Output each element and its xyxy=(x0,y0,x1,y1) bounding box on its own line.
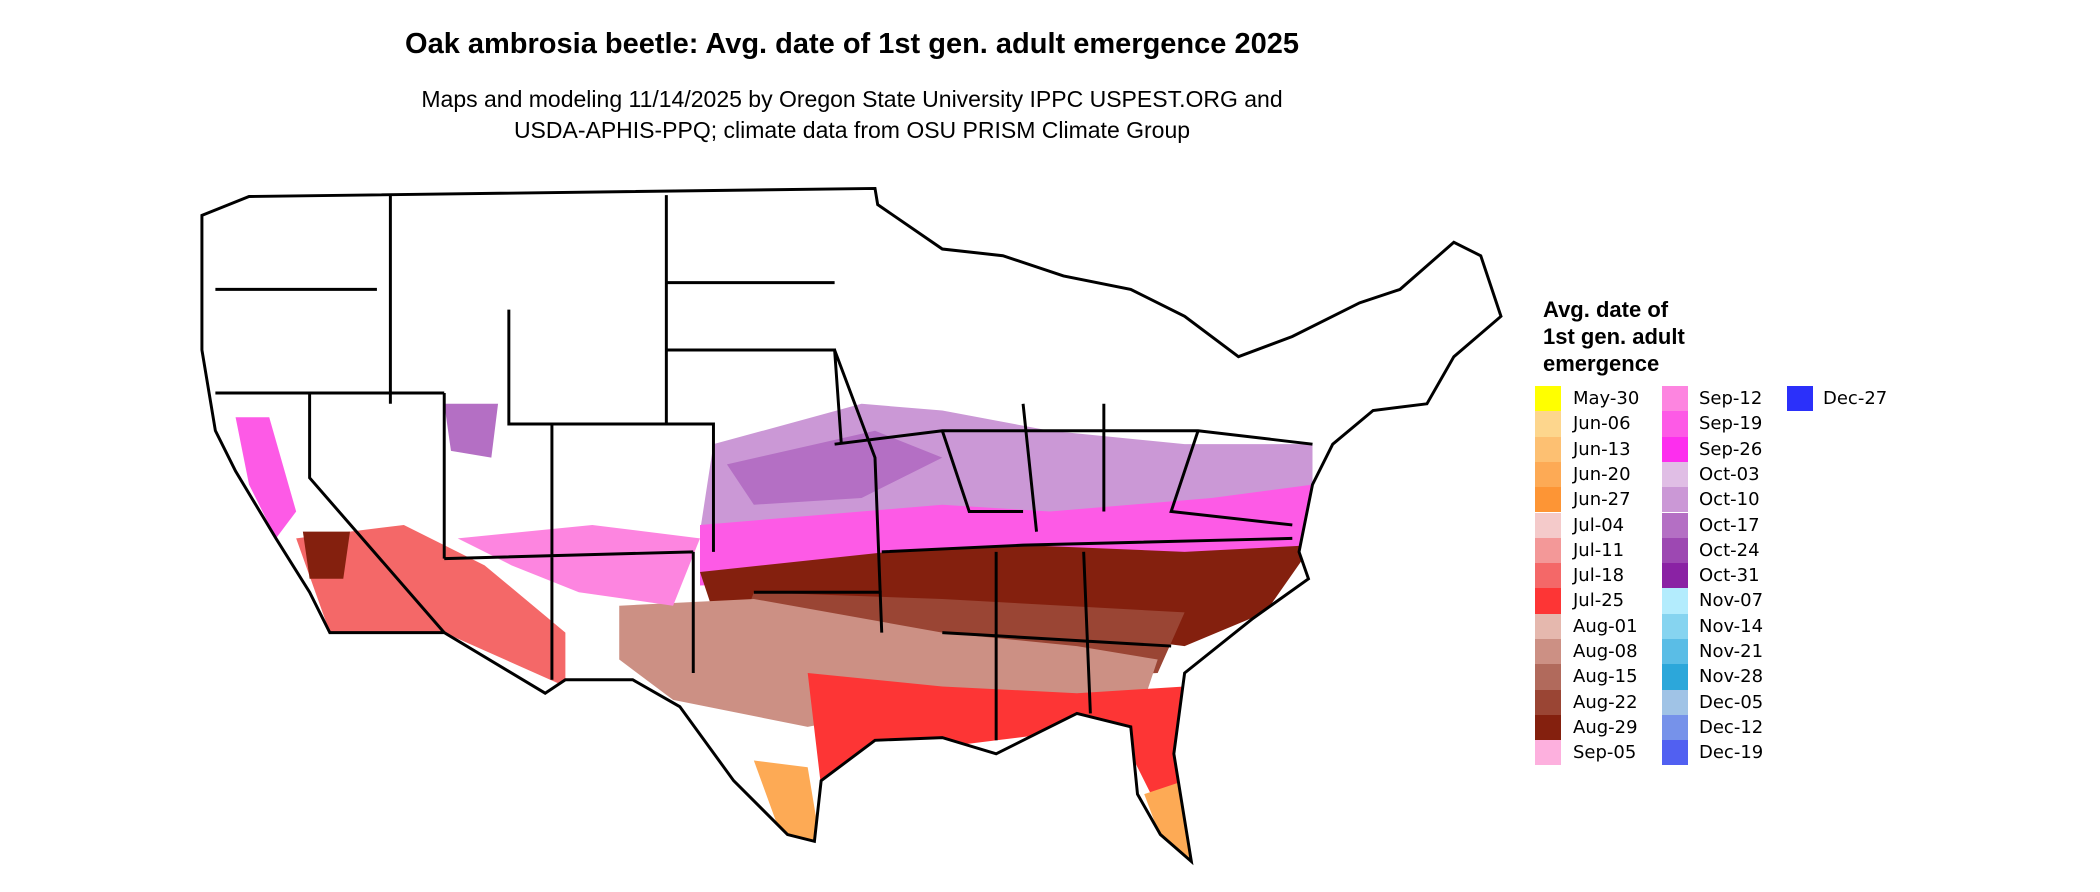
legend-label: Nov-21 xyxy=(1699,641,1764,662)
legend-label: Aug-29 xyxy=(1573,716,1638,738)
legend-swatch xyxy=(1662,714,1688,741)
legend-swatch xyxy=(1662,740,1688,766)
legend-label: Sep-05 xyxy=(1573,742,1637,764)
legend-swatch xyxy=(1535,740,1561,766)
legend-swatch xyxy=(1662,639,1688,665)
legend-swatch xyxy=(1662,411,1688,437)
legend-label: Oct-03 xyxy=(1699,463,1760,485)
legend-swatch xyxy=(1535,588,1561,614)
legend-swatch xyxy=(1535,639,1561,665)
legend-swatch xyxy=(1662,664,1688,690)
legend-label: Aug-22 xyxy=(1573,691,1638,713)
legend-label: Jun-06 xyxy=(1573,413,1631,435)
map-subtitle-line-1: Maps and modeling 11/14/2025 by Oregon S… xyxy=(421,86,1283,112)
legend-swatch xyxy=(1662,563,1688,589)
legend-swatch xyxy=(1535,664,1561,690)
legend-swatch xyxy=(1535,563,1561,589)
zone-oct-late xyxy=(726,430,943,505)
legend-label: Aug-01 xyxy=(1573,615,1638,637)
legend-title-line: 1st gen. adult xyxy=(1543,324,1685,349)
legend-swatch xyxy=(1535,411,1561,437)
legend-label: Oct-24 xyxy=(1699,539,1760,561)
legend-swatch xyxy=(1662,461,1688,488)
legend-label: Aug-15 xyxy=(1573,666,1638,688)
legend-swatch xyxy=(1662,436,1688,462)
legend-label: Oct-10 xyxy=(1699,489,1760,511)
legend-label: Jul-11 xyxy=(1573,539,1625,561)
legend-label: Dec-12 xyxy=(1699,716,1764,738)
legend-label: Oct-17 xyxy=(1699,514,1760,536)
legend-label: May-30 xyxy=(1573,388,1640,409)
legend-swatch xyxy=(1535,487,1561,513)
legend-label: Sep-26 xyxy=(1699,438,1763,460)
map-title: Oak ambrosia beetle: Avg. date of 1st ge… xyxy=(405,28,1299,60)
zone-sw-pink xyxy=(457,524,700,606)
state-borders xyxy=(200,186,1503,866)
legend-label: Jun-20 xyxy=(1573,463,1631,485)
legend-swatch xyxy=(1662,588,1688,614)
legend-title-line: Avg. date of xyxy=(1543,297,1669,322)
zone-jun-tx xyxy=(753,760,822,848)
legend-title-line: emergence xyxy=(1543,351,1660,376)
zone-west-purple xyxy=(444,403,499,458)
legend-label: Jul-25 xyxy=(1573,590,1625,612)
legend-swatch xyxy=(1662,487,1688,513)
legend-swatch xyxy=(1662,512,1688,538)
legend-swatch xyxy=(1535,689,1561,715)
map-subtitle-line-2: USDA-APHIS-PPQ; climate data from OSU PR… xyxy=(513,117,1191,143)
zone-sw-red xyxy=(296,524,566,687)
legend-label: Jun-13 xyxy=(1573,438,1631,460)
legend-swatch xyxy=(1787,386,1813,412)
legend-label: Jun-27 xyxy=(1573,489,1631,511)
legend-label: Nov-07 xyxy=(1699,590,1764,612)
legend-swatch xyxy=(1662,537,1688,564)
legend-swatch xyxy=(1662,613,1688,639)
legend-label: Sep-12 xyxy=(1699,388,1763,409)
legend-swatch xyxy=(1535,386,1561,412)
legend-label: Dec-19 xyxy=(1699,742,1764,764)
legend-label: Oct-31 xyxy=(1699,565,1760,587)
legend-swatch xyxy=(1535,512,1561,538)
legend-swatch xyxy=(1535,436,1561,462)
legend-label: Jul-18 xyxy=(1573,565,1625,587)
legend-swatch xyxy=(1535,714,1561,741)
legend-label: Sep-19 xyxy=(1699,413,1763,435)
legend-swatch xyxy=(1535,613,1561,639)
legend-swatch xyxy=(1662,689,1688,715)
legend-label: Jul-04 xyxy=(1573,514,1625,536)
zone-jul xyxy=(807,673,1199,808)
legend-label: Aug-08 xyxy=(1573,641,1638,662)
legend-swatch xyxy=(1535,537,1561,564)
legend-label: Nov-14 xyxy=(1699,615,1764,637)
legend-swatch xyxy=(1662,386,1688,412)
zone-sw-brown xyxy=(302,531,350,579)
zone-ca-magenta xyxy=(235,417,297,539)
legend-title: Avg. date of 1st gen. adult emergence xyxy=(1543,296,1685,377)
legend-label: Nov-28 xyxy=(1699,666,1764,688)
legend-label: Dec-05 xyxy=(1699,691,1764,713)
legend-swatch xyxy=(1535,461,1561,488)
legend-label: Dec-27 xyxy=(1823,388,1888,409)
